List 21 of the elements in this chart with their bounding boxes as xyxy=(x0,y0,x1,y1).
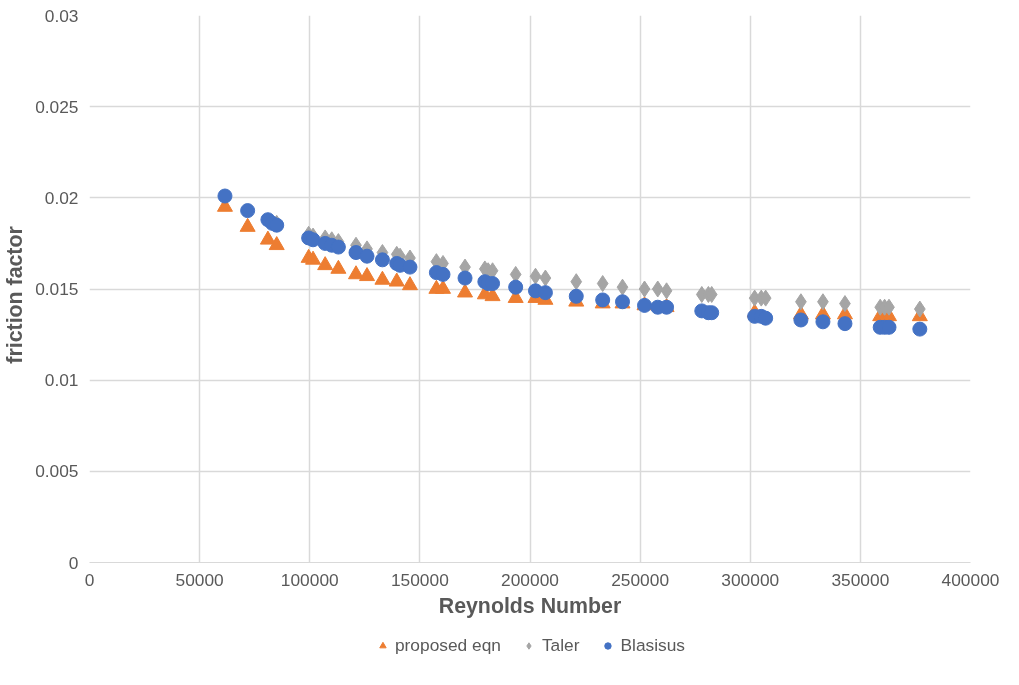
y-tick-label: 0.015 xyxy=(35,279,79,299)
x-tick-label: 100000 xyxy=(280,569,339,590)
y-tick-label: 0.01 xyxy=(44,370,79,391)
y-tick-label: 0.03 xyxy=(44,5,79,26)
x-tick-label: 0 xyxy=(84,569,95,590)
x-tick-label: 50000 xyxy=(175,569,224,590)
legend-label: Taler xyxy=(541,634,580,656)
legend-label: Blasisus xyxy=(620,634,686,656)
y-axis-title: friction factor xyxy=(3,226,28,364)
x-tick-label: 250000 xyxy=(611,569,670,590)
x-tick-label: 350000 xyxy=(831,569,890,590)
legend-label: proposed eqn xyxy=(394,634,501,656)
y-tick-label: 0.025 xyxy=(35,96,79,117)
x-tick-label: 200000 xyxy=(501,569,559,590)
y-tick-label: 0 xyxy=(68,552,79,573)
y-tick-label: 0.02 xyxy=(44,187,79,208)
x-tick-label: 150000 xyxy=(390,569,449,590)
x-tick-label: 300000 xyxy=(721,569,780,590)
y-tick-label: 0.005 xyxy=(35,461,79,482)
x-tick-label: 400000 xyxy=(941,569,1000,590)
x-axis-title: Reynolds Number xyxy=(438,593,622,618)
